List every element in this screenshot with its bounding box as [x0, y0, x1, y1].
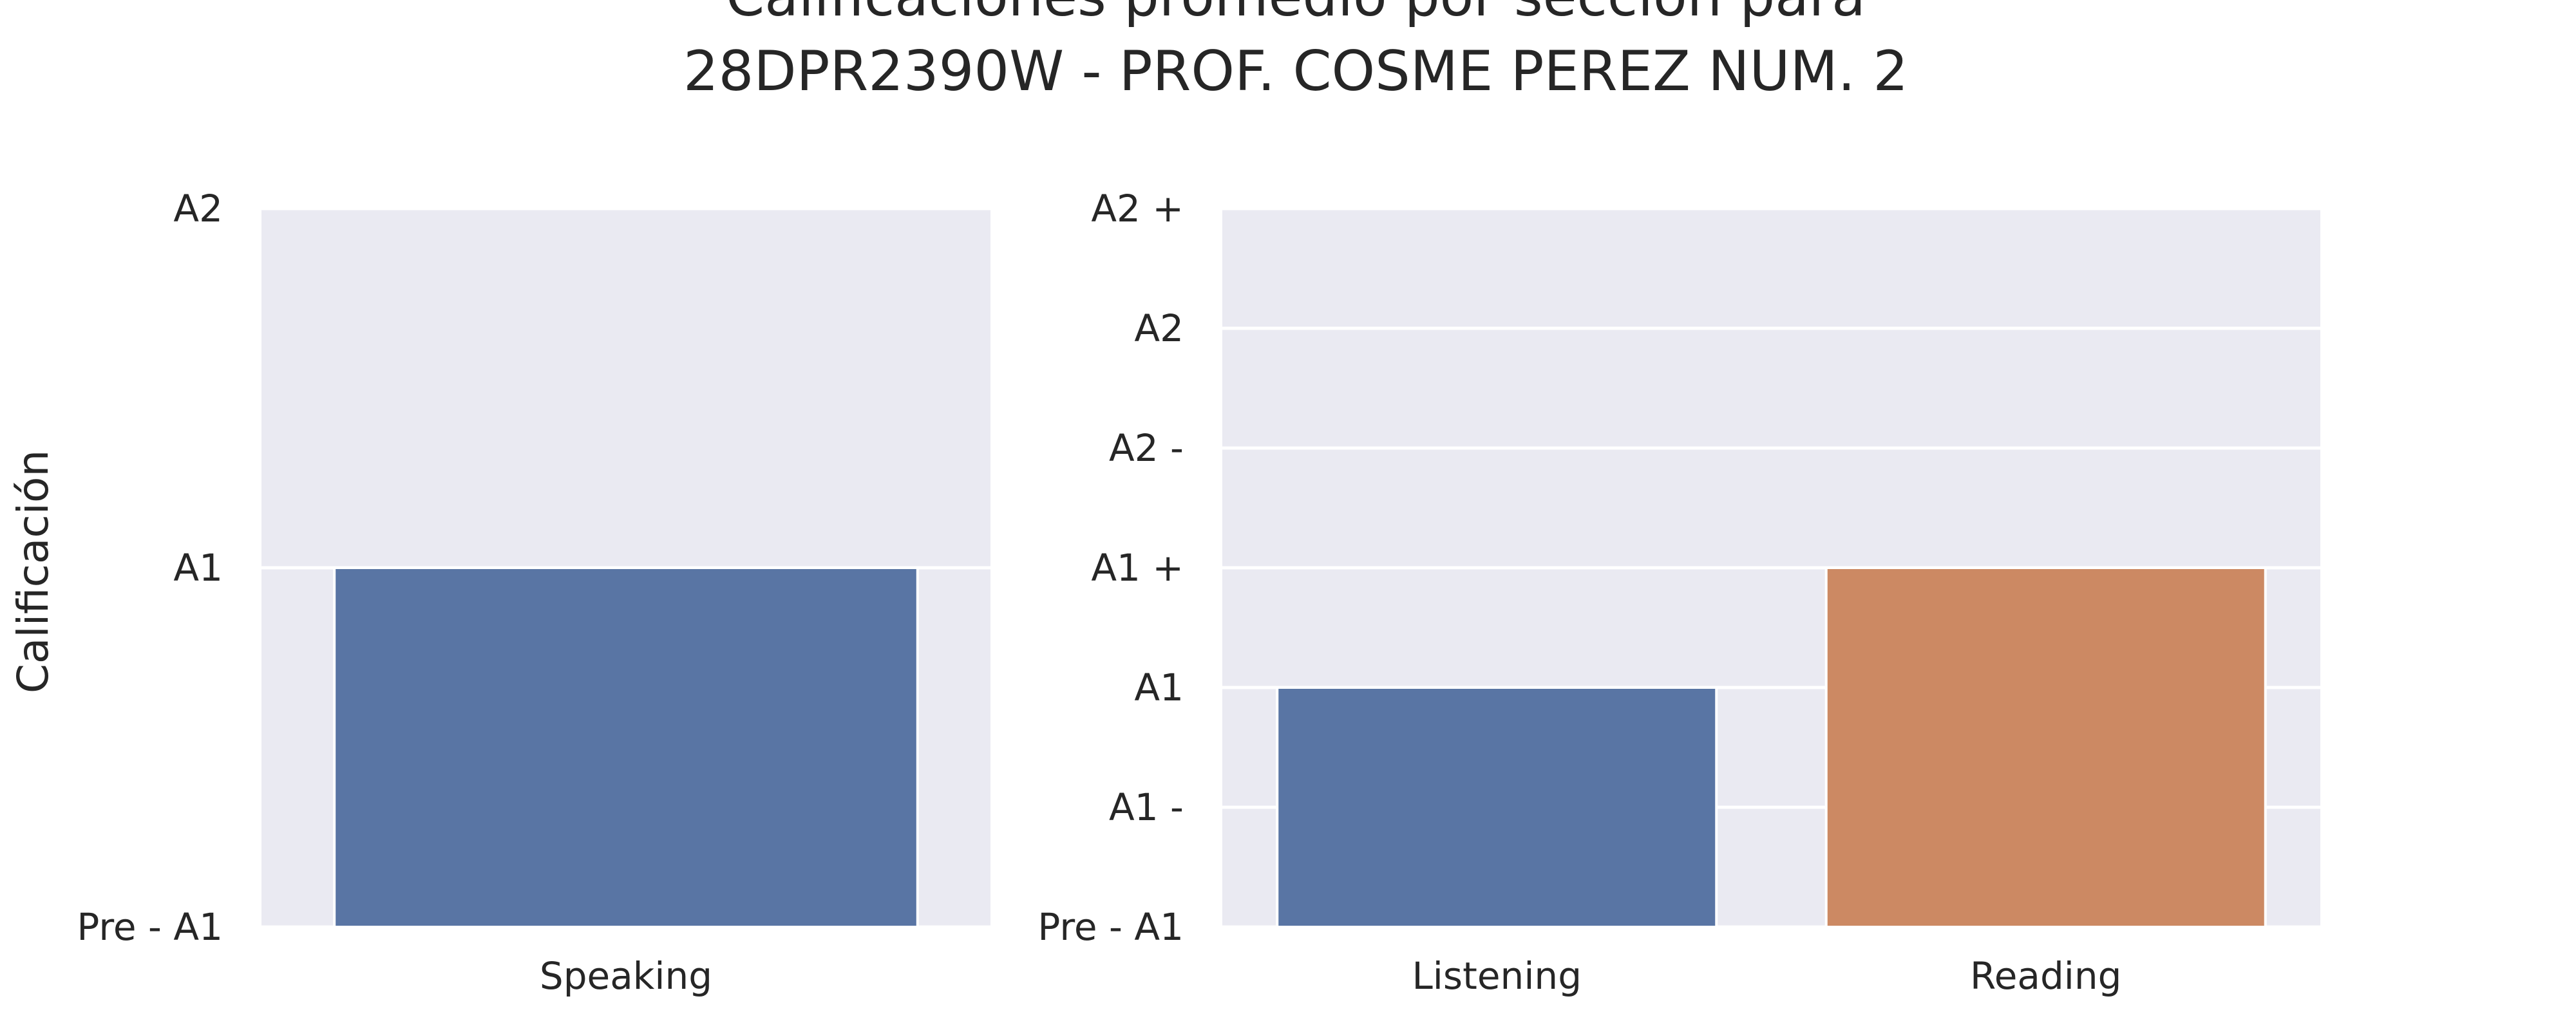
- y-tick-label-a1: A1: [173, 546, 223, 590]
- y-tick-label-a1: A1 -: [1109, 785, 1184, 829]
- y-tick-label-a1: A1: [1134, 666, 1184, 709]
- x-tick-label-reading: Reading: [1970, 954, 2121, 998]
- chart-title-line-2: 28DPR2390W - PROF. COSME PEREZ NUM. 2: [683, 39, 1908, 104]
- bar-reading: [1824, 566, 2267, 928]
- y-tick-label-a2: A2: [173, 187, 223, 230]
- x-tick-label-listening: Listening: [1412, 954, 1582, 998]
- y-tick-label-a1: A1 +: [1091, 546, 1184, 590]
- x-tick-label-speaking: Speaking: [540, 954, 712, 998]
- y-tick-label-a2: A2 +: [1091, 187, 1184, 230]
- chart-title: Calificaciones promedio por sección para…: [683, 0, 1908, 104]
- y-tick-label-pre-a1: Pre - A1: [1037, 905, 1184, 949]
- y-axis-label: Calificación: [8, 450, 58, 693]
- y-tick-label-pre-a1: Pre - A1: [77, 905, 223, 949]
- chart-title-line-1: Calificaciones promedio por sección para: [726, 0, 1866, 29]
- listening-reading-panel: Listening Reading Pre - A1 A1 - A1 A1 + A2 - A2…: [1037, 187, 2320, 998]
- y-tick-label-a2: A2 -: [1109, 426, 1184, 470]
- speaking-panel: Speaking Pre - A1 A1 A2: [77, 187, 990, 998]
- bar-speaking: [333, 566, 919, 928]
- y-tick-label-a2: A2: [1134, 306, 1184, 350]
- bar-listening: [1276, 686, 1718, 928]
